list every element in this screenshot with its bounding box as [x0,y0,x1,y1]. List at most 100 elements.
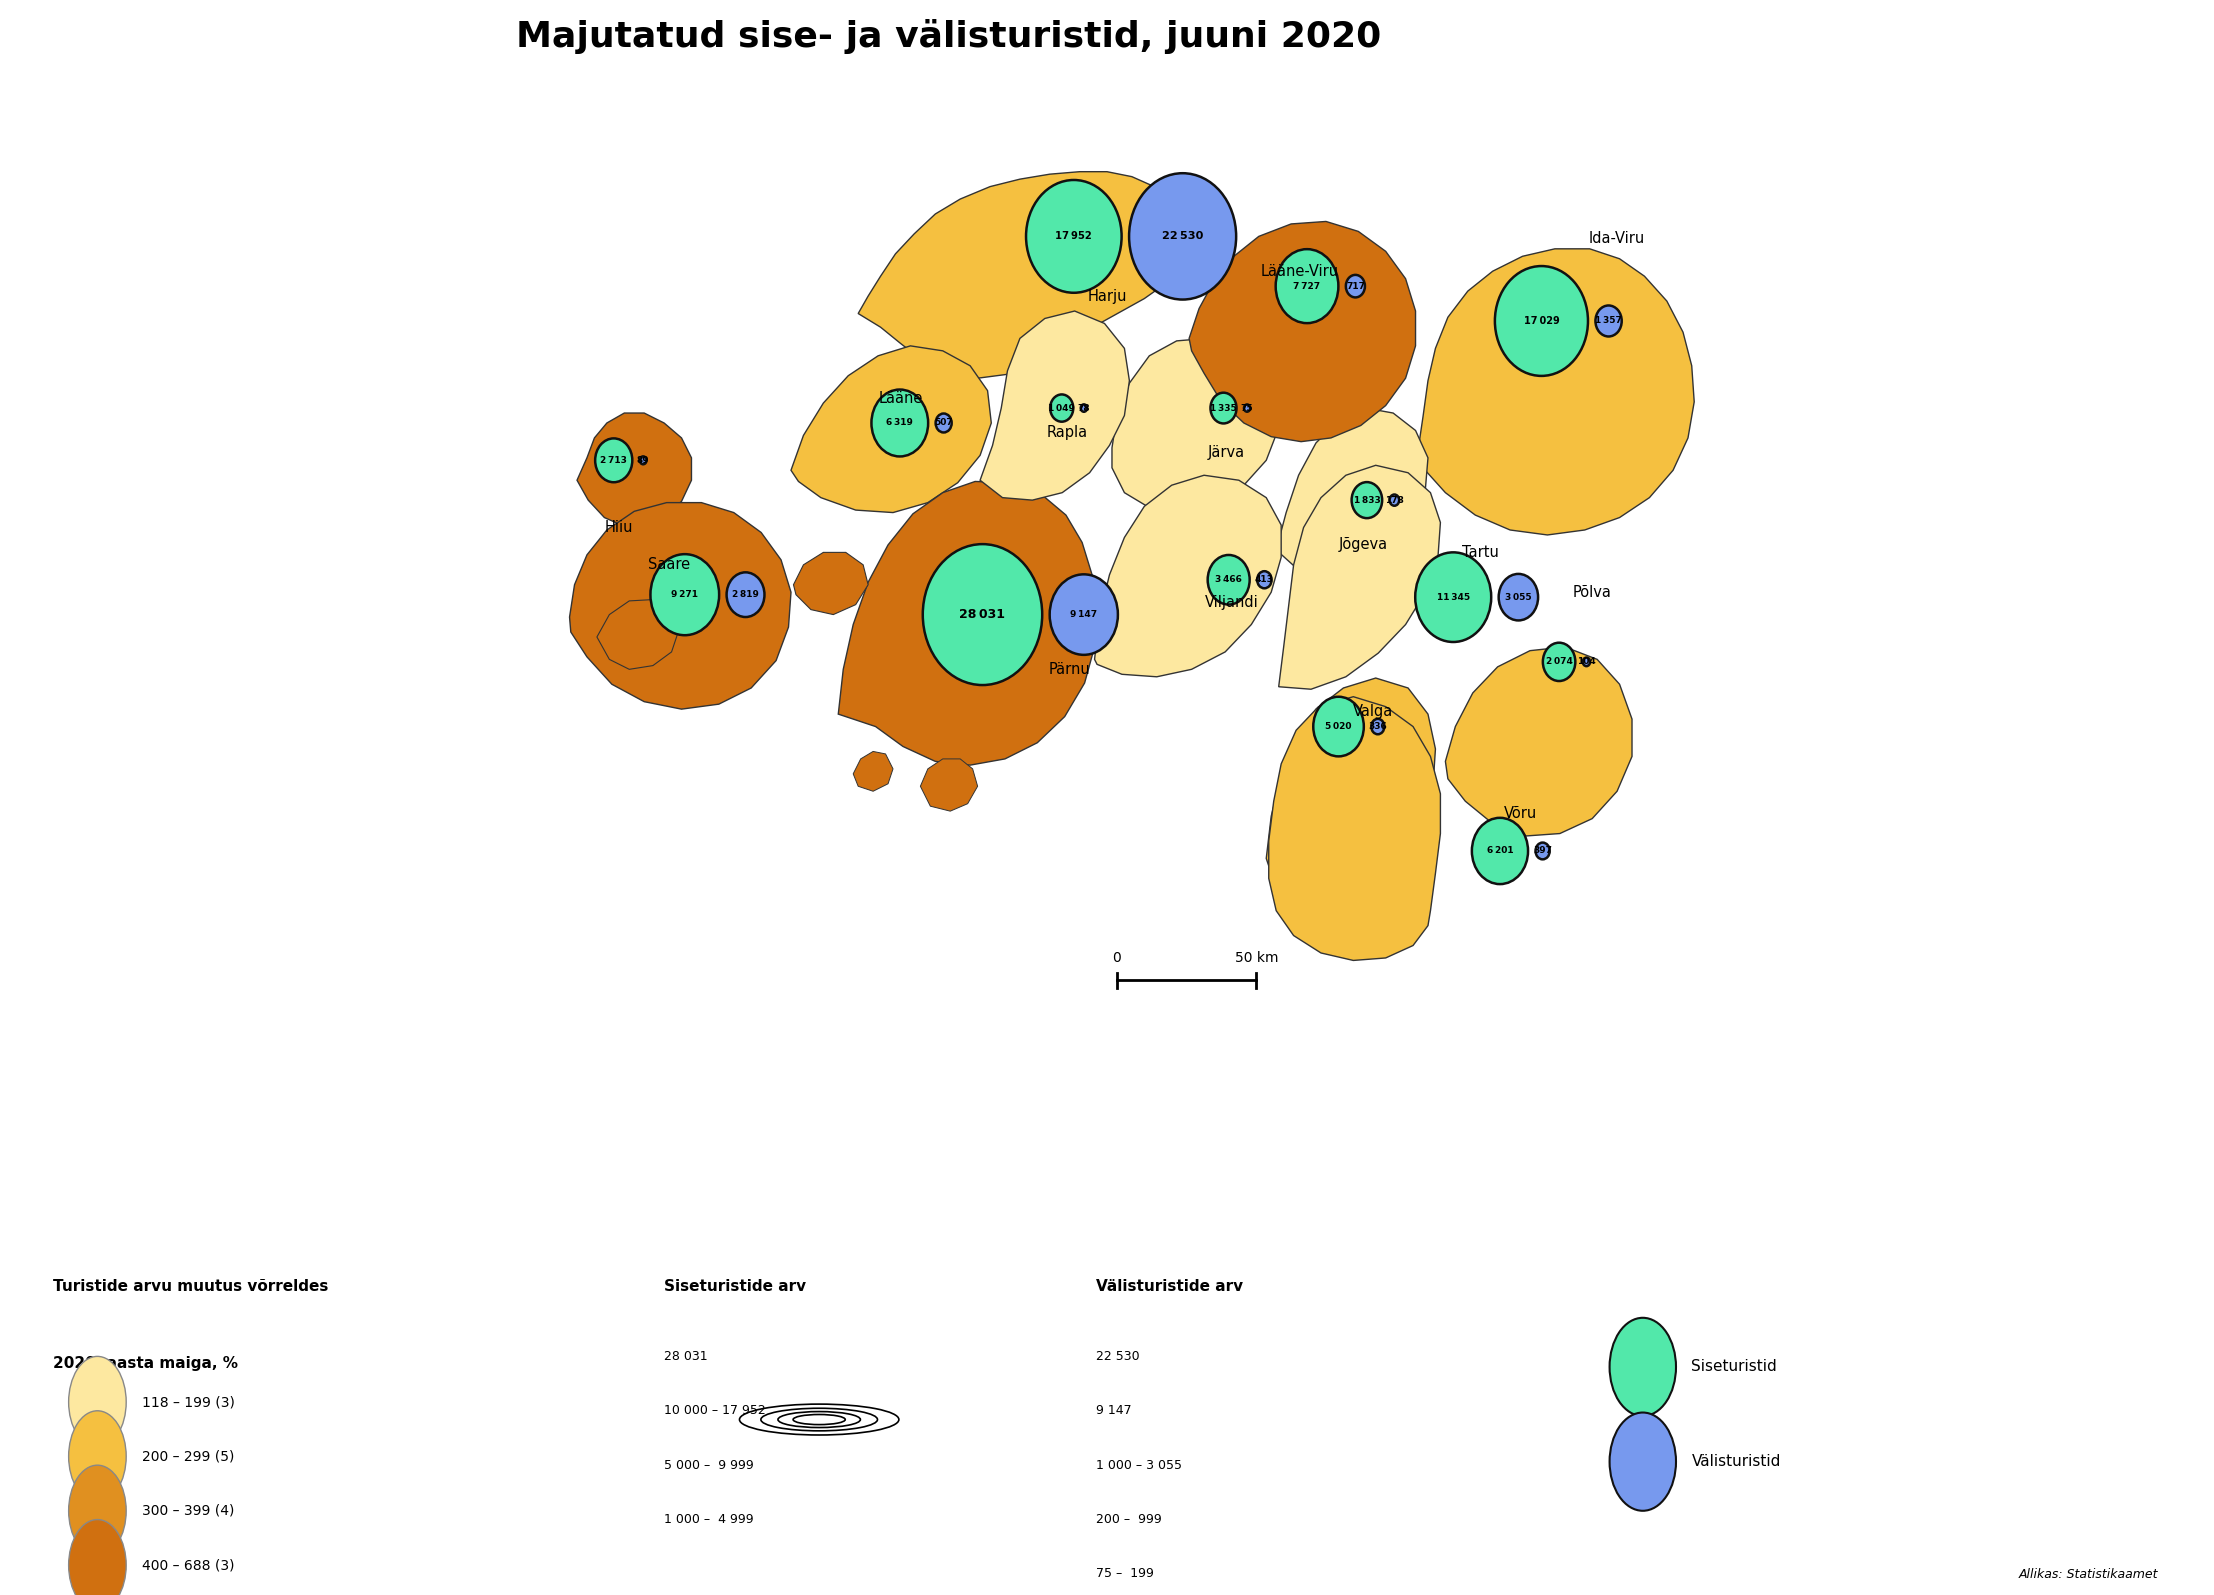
Ellipse shape [640,456,646,464]
Ellipse shape [1610,1413,1676,1510]
Ellipse shape [1472,818,1528,884]
Ellipse shape [1049,574,1118,656]
Ellipse shape [1207,555,1249,605]
Ellipse shape [1390,494,1399,506]
Text: Allikas: Statistikaamet: Allikas: Statistikaamet [2019,1568,2159,1581]
Ellipse shape [1370,719,1384,734]
Polygon shape [1280,466,1441,689]
Polygon shape [839,482,1098,766]
Ellipse shape [726,573,764,617]
Text: Harju: Harju [1087,289,1127,303]
Text: 2 713: 2 713 [600,456,627,464]
Text: 50 km: 50 km [1235,952,1277,965]
Text: 11 345: 11 345 [1437,593,1470,601]
Polygon shape [569,502,790,710]
Text: 200 – 299 (5): 200 – 299 (5) [142,1450,235,1463]
Ellipse shape [1244,405,1251,412]
Text: 2020. aasta maiga, %: 2020. aasta maiga, % [53,1356,239,1372]
Ellipse shape [1583,657,1590,667]
Text: 75 –  199: 75 – 199 [1096,1568,1153,1581]
Text: Võru: Võru [1503,805,1537,821]
Text: 717: 717 [1346,282,1364,290]
Text: 2 819: 2 819 [733,590,759,600]
Text: Pärnu: Pärnu [1049,662,1092,676]
Text: 1 000 –  4 999: 1 000 – 4 999 [664,1514,753,1526]
Text: 3 055: 3 055 [1506,593,1532,601]
Text: 400 – 688 (3): 400 – 688 (3) [142,1558,235,1573]
Polygon shape [1266,678,1435,880]
Text: 178: 178 [1386,496,1404,504]
Text: Tartu: Tartu [1461,545,1499,560]
Polygon shape [578,413,691,526]
Text: Lääne-Viru: Lääne-Viru [1260,263,1339,279]
Text: Siseturistid: Siseturistid [1691,1359,1778,1375]
Text: 9 147: 9 147 [1096,1404,1131,1418]
Polygon shape [1417,249,1694,534]
Text: Ida-Viru: Ida-Viru [1590,231,1645,246]
Polygon shape [859,172,1189,378]
Text: 1 000 – 3 055: 1 000 – 3 055 [1096,1459,1182,1472]
Ellipse shape [923,544,1043,684]
Text: 75: 75 [1240,404,1253,413]
Ellipse shape [872,389,928,456]
Text: 6 319: 6 319 [886,418,912,427]
Text: 1 049: 1 049 [1047,404,1076,413]
Text: Põlva: Põlva [1572,585,1612,600]
Ellipse shape [1275,249,1339,324]
Ellipse shape [1351,482,1382,518]
Text: Rapla: Rapla [1047,426,1087,440]
Ellipse shape [596,439,633,482]
Polygon shape [598,600,680,670]
Text: 1 335: 1 335 [1211,404,1238,413]
Ellipse shape [1025,180,1122,293]
Text: 5 020: 5 020 [1326,723,1353,731]
Text: 6 201: 6 201 [1486,847,1514,855]
Text: 28 031: 28 031 [959,608,1005,620]
Ellipse shape [1313,697,1364,756]
Text: Järva: Järva [1209,445,1244,461]
Text: Turistide arvu muutus võrreldes: Turistide arvu muutus võrreldes [53,1279,328,1294]
Ellipse shape [69,1410,126,1502]
Ellipse shape [69,1520,126,1595]
Ellipse shape [1211,392,1238,423]
Ellipse shape [937,413,952,432]
Text: 200 –  999: 200 – 999 [1096,1514,1162,1526]
Ellipse shape [651,553,720,635]
Text: 0: 0 [1114,952,1120,965]
Text: 1 833: 1 833 [1353,496,1379,504]
Text: Majutatud sise- ja välisturistid, juuni 2020: Majutatud sise- ja välisturistid, juuni … [516,19,1382,54]
Text: 17 029: 17 029 [1523,316,1559,325]
Text: 89: 89 [638,456,649,464]
Text: 2 074: 2 074 [1545,657,1572,667]
Ellipse shape [1537,842,1550,860]
Text: Siseturistide arv: Siseturistide arv [664,1279,806,1294]
Text: 22 530: 22 530 [1162,231,1202,241]
Text: Viljandi: Viljandi [1204,595,1258,609]
Ellipse shape [69,1356,126,1448]
Text: Välisturistide arv: Välisturistide arv [1096,1279,1242,1294]
Polygon shape [852,751,892,791]
Ellipse shape [1543,643,1576,681]
Ellipse shape [1499,574,1539,620]
Text: 413: 413 [1255,576,1273,584]
Polygon shape [1446,648,1632,836]
Polygon shape [921,759,979,812]
Ellipse shape [1494,266,1587,376]
Text: Hiiu: Hiiu [604,520,633,534]
Polygon shape [793,552,868,614]
Ellipse shape [69,1466,126,1557]
Text: 104: 104 [1576,657,1596,667]
Text: Lääne: Lääne [879,391,923,405]
Text: 7 727: 7 727 [1293,282,1320,290]
Text: 397: 397 [1532,847,1552,855]
Text: Välisturistid: Välisturistid [1691,1455,1780,1469]
Ellipse shape [1346,274,1366,297]
Text: 17 952: 17 952 [1056,231,1092,241]
Text: 28 031: 28 031 [664,1349,708,1362]
Text: 507: 507 [934,418,952,427]
Polygon shape [981,311,1129,501]
Text: 78: 78 [1078,404,1089,413]
Polygon shape [1094,475,1282,676]
Polygon shape [1111,338,1280,510]
Text: 9 271: 9 271 [671,590,697,600]
